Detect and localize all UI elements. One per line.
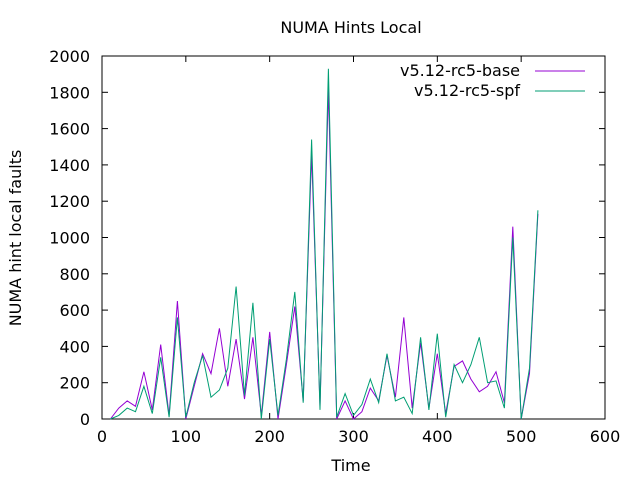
y-tick-label: 800 — [59, 265, 90, 284]
y-tick-label: 1200 — [49, 192, 90, 211]
legend-label: v5.12-rc5-base — [400, 61, 520, 80]
x-tick-label: 0 — [97, 427, 107, 446]
legend-label: v5.12-rc5-spf — [414, 81, 520, 100]
y-tick-label: 2000 — [49, 47, 90, 66]
x-axis: 0 100 200 300 400 500 600 — [97, 56, 620, 446]
y-tick-label: 200 — [59, 374, 90, 393]
y-tick-label: 1400 — [49, 156, 90, 175]
x-tick-label: 200 — [254, 427, 285, 446]
y-tick-label: 1600 — [49, 120, 90, 139]
series-lines — [110, 68, 539, 420]
y-tick-label: 1800 — [49, 83, 90, 102]
x-tick-label: 500 — [506, 427, 537, 446]
y-tick-label: 400 — [59, 337, 90, 356]
x-tick-label: 400 — [422, 427, 453, 446]
x-tick-label: 600 — [590, 427, 621, 446]
x-tick-label: 100 — [171, 427, 202, 446]
y-tick-label: 600 — [59, 301, 90, 320]
chart-title: NUMA Hints Local — [280, 18, 421, 37]
x-tick-label: 300 — [338, 427, 369, 446]
y-axis-title: NUMA hint local faults — [6, 150, 25, 327]
x-axis-title: Time — [330, 456, 370, 475]
y-axis: 0 200 400 600 800 1000 1200 1400 1600 1800 2000 — [49, 47, 605, 429]
y-tick-label: 0 — [80, 410, 90, 429]
y-tick-label: 1000 — [49, 229, 90, 248]
series-line-1 — [110, 68, 539, 420]
